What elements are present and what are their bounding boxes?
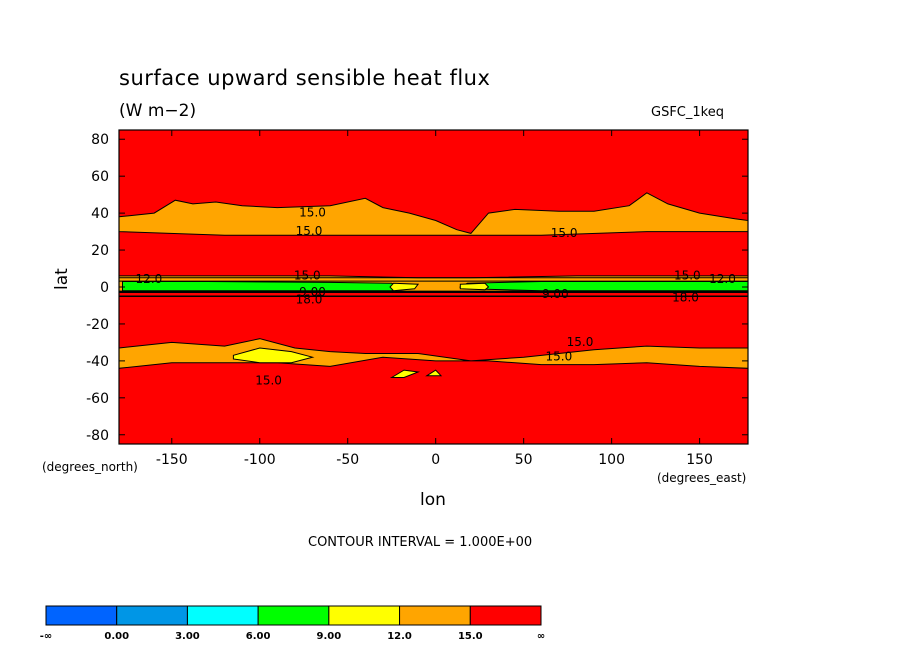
contour-label-0: 15.0 (299, 206, 326, 220)
colorbar-swatch-4 (328, 605, 401, 626)
x-tick-label-3: 0 (431, 452, 440, 468)
axes: -150 -100 -50 0 50 100 150 -80 -60 -40 -20 0 20 40 60 8… (86, 129, 749, 468)
y-tick-label-6: 40 (91, 206, 109, 222)
colorbar-swatch-0 (45, 605, 118, 626)
contour-label-10: 18.0 (672, 291, 699, 305)
x-tick-label-4: 50 (515, 452, 533, 468)
contour-region-6 (459, 282, 490, 291)
colorbar-label-7: ∞ (537, 631, 545, 642)
colorbar-swatch-1 (116, 605, 188, 626)
contour-label-7: 9.00 (542, 287, 569, 301)
x-tick-label-2: -50 (336, 452, 359, 468)
colorbar-label-3: 6.00 (246, 631, 271, 642)
colorbar: -∞ 0.00 3.00 6.00 9.00 12.0 15.0 ∞ (40, 605, 545, 642)
contour-region-3 (122, 281, 402, 292)
colorbar-swatch-3 (257, 605, 330, 626)
contour-region-7 (232, 347, 315, 364)
contour-label-4: 12.0 (136, 272, 163, 286)
x-tick-label-6: 150 (686, 452, 713, 468)
contour-label-12: 15.0 (546, 350, 573, 364)
y-tick-label-7: 60 (91, 169, 109, 185)
colorbar-label-1: 0.00 (104, 631, 129, 642)
colorbar-label-4: 9.00 (317, 631, 342, 642)
contour-region-8 (389, 369, 421, 378)
colorbar-swatch-5 (399, 605, 471, 626)
x-tick-label-0: -150 (156, 452, 188, 468)
colorbar-swatch-6 (469, 605, 542, 626)
contour-label-1: 15.0 (296, 224, 323, 238)
chart-title: surface upward sensible heat flux (119, 66, 491, 90)
y-axis-units: (degrees_north) (42, 460, 138, 474)
y-tick-label-3: -20 (86, 317, 109, 333)
y-tick-label-1: -60 (86, 391, 109, 407)
colorbar-label-2: 3.00 (175, 631, 200, 642)
contour-label-6: 18.0 (296, 292, 323, 306)
y-tick-label-8: 80 (91, 132, 109, 148)
contour-label-2: 15.0 (551, 226, 578, 240)
contour-interval-note: CONTOUR INTERVAL = 1.000E+00 (308, 535, 533, 550)
contour-region-4 (458, 281, 749, 292)
colorbar-label-5: 12.0 (387, 631, 412, 642)
chart-units: (W m−2) (119, 101, 197, 121)
y-tick-label-2: -40 (86, 354, 109, 370)
x-axis-label: lon (420, 490, 446, 510)
contour-label-3: 15.0 (294, 268, 321, 282)
x-tick-label-1: -100 (244, 452, 276, 468)
contour-label-8: 15.0 (674, 268, 701, 282)
colorbar-swatch-2 (186, 605, 259, 626)
contour-label-9: 12.0 (709, 272, 736, 286)
contour-label-13: 15.0 (255, 374, 282, 388)
y-tick-label-0: -80 (86, 428, 109, 444)
dataset-name: GSFC_1keq (651, 105, 724, 120)
x-tick-label-5: 100 (598, 452, 625, 468)
contour-region-5 (389, 282, 420, 292)
contour-region-9 (425, 369, 443, 377)
colorbar-label-6: 15.0 (458, 631, 483, 642)
contour-label-11: 15.0 (567, 335, 594, 349)
contour-label-5: 9.00 (299, 285, 326, 299)
y-tick-label-5: 20 (91, 243, 109, 259)
colorbar-label-0: -∞ (40, 631, 52, 642)
x-axis-units: (degrees_east) (657, 471, 747, 485)
contour-region-0 (118, 192, 749, 236)
y-tick-label-4: 0 (100, 280, 109, 296)
